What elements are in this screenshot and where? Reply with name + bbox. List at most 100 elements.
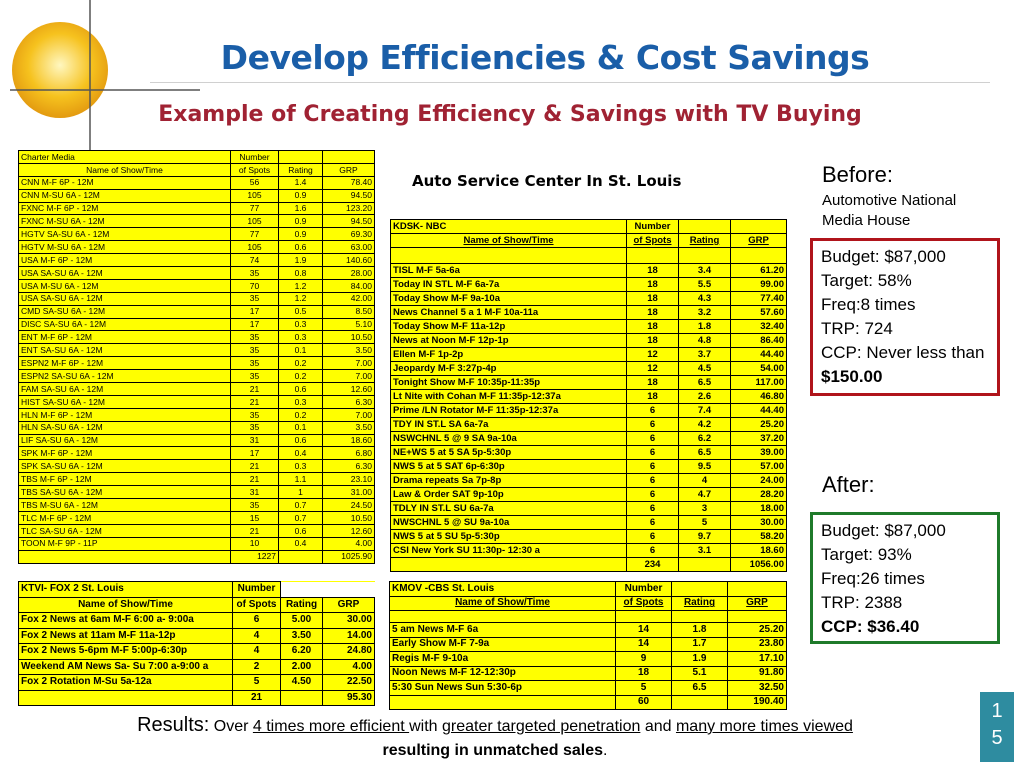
show-cell: NWSCHNL 5 @ SU 9a-10a: [390, 515, 627, 530]
show-cell: ENT SA-SU 6A - 12M: [18, 343, 231, 357]
table-row: TDLY IN ST.L SU 6a-7a 6 3 18.00: [390, 501, 787, 516]
grp-cell: 3.50: [322, 420, 375, 435]
grp-cell: 6.30: [322, 394, 375, 409]
spots-cell: 18: [626, 319, 679, 334]
show-cell: Weekend AM News Sa- Su 7:00 a-9:00 a: [18, 658, 233, 675]
table-row: CNN M-SU 6A - 12M 105 0.9 94.50: [18, 188, 375, 203]
total-grp: 95.30: [322, 689, 375, 706]
rating-cell: 0.4: [278, 446, 323, 460]
rating-cell: 0.2: [278, 369, 323, 383]
grp-cell: 23.80: [727, 636, 787, 652]
table-row: TLC SA-SU 6A - 12M 21 0.6 12.60: [18, 523, 375, 538]
spots-cell: 6: [626, 515, 679, 530]
col-header-spots: of Spots: [232, 596, 281, 613]
col-header-grp: GRP: [322, 162, 375, 177]
table-row: Lt Nite with Cohan M-F 11:35p-12:37a 18 2.…: [390, 389, 787, 404]
table-row: HLN SA-SU 6A - 12M 35 0.1 3.50: [18, 420, 375, 435]
rating-cell: 4.2: [678, 417, 731, 432]
table-row: Fox 2 Rotation M-Su 5a-12a 5 4.50 22.50: [18, 674, 375, 691]
results-label: Results:: [137, 714, 210, 736]
rating-cell: 0.1: [278, 343, 323, 357]
grp-cell: 77.40: [730, 291, 787, 306]
table-row: SPK M-F 6P - 12M 17 0.4 6.80: [18, 446, 375, 460]
rating-cell: 1.1: [278, 472, 323, 486]
grp-cell: 28.00: [322, 266, 375, 280]
col-header-spots: of Spots: [230, 162, 279, 177]
show-cell: USA M-F 6P - 12M: [18, 253, 231, 267]
table-row: Today Show M-F 11a-12p 18 1.8 32.40: [390, 319, 787, 334]
spots-cell: 21: [230, 472, 279, 486]
spots-cell: 35: [230, 266, 279, 280]
table-row: LIF SA-SU 6A - 12M 31 0.6 18.60: [18, 433, 375, 447]
spots-cell: 18: [626, 333, 679, 348]
rating-cell: 2.6: [678, 389, 731, 404]
table-row: Weekend AM News Sa- Su 7:00 a-9:00 a 2 2.0…: [18, 658, 375, 675]
grp-cell: 28.20: [730, 487, 787, 502]
spots-cell: 21: [230, 394, 279, 409]
slide-subtitle: Example of Creating Efficiency & Savings…: [158, 102, 862, 127]
spots-cell: 21: [230, 382, 279, 396]
table-row: Ellen M-F 1p-2p 12 3.7 44.40: [390, 347, 787, 362]
spots-cell: 35: [230, 330, 279, 344]
spots-cell: 15: [230, 510, 279, 525]
table-row: ESPN2 SA-SU 6A - 12M 35 0.2 7.00: [18, 369, 375, 383]
table-row: Regis M-F 9-10a 9 1.9 17.10: [389, 651, 787, 667]
grp-cell: 57.00: [730, 459, 787, 474]
grp-cell: 117.00: [730, 375, 787, 390]
show-cell: FAM SA-SU 6A - 12M: [18, 382, 231, 396]
table-row: Law & Order SAT 9p-10p 6 4.7 28.20: [390, 487, 787, 502]
grp-cell: 12.60: [322, 382, 375, 396]
table-row: TBS M-F 6P - 12M 21 1.1 23.10: [18, 472, 375, 486]
table-row: 5 am News M-F 6a 14 1.8 25.20: [389, 622, 787, 638]
spots-cell: 6: [232, 612, 281, 629]
grp-cell: 10.50: [322, 510, 375, 525]
rating-cell: 1.9: [278, 253, 323, 267]
grp-cell: 61.20: [730, 263, 787, 278]
station-name: Charter Media: [18, 150, 231, 164]
show-cell: TDY IN ST.L SA 6a-7a: [390, 417, 627, 432]
results-underline-3: many more times viewed: [675, 718, 853, 735]
grp-cell: 31.00: [322, 485, 375, 499]
grp-cell: 99.00: [730, 277, 787, 292]
spots-cell: 35: [230, 498, 279, 512]
table-row: USA SA-SU 6A - 12M 35 1.2 42.00: [18, 291, 375, 306]
table-row: FXNC M-SU 6A - 12M 105 0.9 94.50: [18, 214, 375, 228]
show-cell: Today Show M-F 9a-10a: [390, 291, 627, 306]
rating-cell: 1.7: [671, 636, 728, 652]
show-cell: TISL M-F 5a-6a: [390, 263, 627, 278]
rating-cell: 0.6: [278, 382, 323, 396]
show-cell: TBS M-F 6P - 12M: [18, 472, 231, 486]
grp-cell: 32.50: [727, 680, 787, 696]
rating-cell: 5.00: [280, 612, 323, 629]
grp-cell: 24.00: [730, 473, 787, 488]
rating-cell: 4.5: [678, 361, 731, 376]
rating-cell: 4.50: [280, 674, 323, 691]
spots-cell: 77: [230, 227, 279, 241]
table-row: FXNC M-F 6P - 12M 77 1.6 123.20: [18, 201, 375, 215]
grp-cell: 24.50: [322, 498, 375, 512]
table-row: CSI New York SU 11:30p- 12:30 a 6 3.1 18.60: [390, 543, 787, 558]
show-cell: Today Show M-F 11a-12p: [390, 319, 627, 334]
show-cell: Prime /LN Rotator M-F 11:35p-12:37a: [390, 403, 627, 418]
rating-cell: 1: [278, 485, 323, 499]
rating-cell: 0.6: [278, 433, 323, 447]
before-ccp-value: $150.00: [821, 367, 883, 386]
grp-cell: 22.50: [322, 674, 375, 691]
spots-cell: 12: [626, 347, 679, 362]
total-grp: 1056.00: [730, 557, 787, 572]
rating-cell: 6.20: [280, 643, 323, 660]
show-cell: Regis M-F 9-10a: [389, 651, 616, 667]
rating-cell: 2.00: [280, 658, 323, 675]
show-cell: TOON M-F 9P - 11P: [18, 536, 231, 551]
after-target: Target: 93%: [821, 545, 912, 564]
table-row: HIST SA-SU 6A - 12M 21 0.3 6.30: [18, 394, 375, 409]
show-cell: News at Noon M-F 12p-1p: [390, 333, 627, 348]
spots-cell: 6: [626, 473, 679, 488]
col-header-rating: Rating: [280, 596, 323, 613]
number-label: Number: [626, 219, 679, 234]
spots-cell: 18: [626, 277, 679, 292]
page-digit-1: 1: [991, 700, 1003, 722]
grp-cell: 46.80: [730, 389, 787, 404]
before-ccp-prefix: CCP: Never less than: [821, 343, 985, 362]
after-ccp: CCP: $36.40: [821, 617, 920, 636]
